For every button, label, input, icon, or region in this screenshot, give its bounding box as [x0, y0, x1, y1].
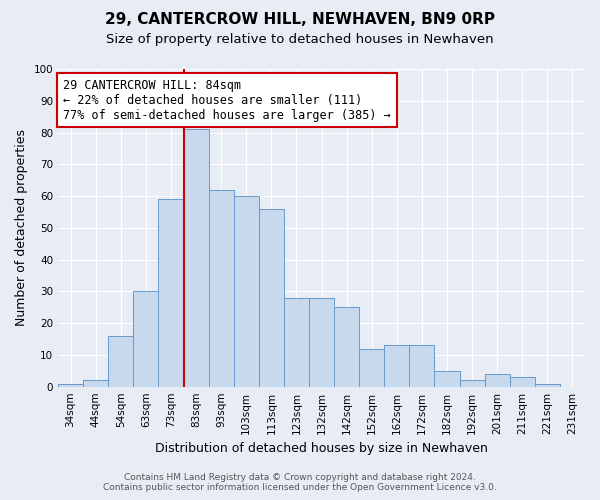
Y-axis label: Number of detached properties: Number of detached properties	[15, 130, 28, 326]
Bar	[58, 384, 83, 386]
Bar	[334, 308, 359, 386]
Bar	[535, 384, 560, 386]
Bar	[309, 298, 334, 386]
Bar	[133, 292, 158, 386]
Bar	[284, 298, 309, 386]
Bar	[83, 380, 108, 386]
Bar	[485, 374, 510, 386]
Bar	[108, 336, 133, 386]
X-axis label: Distribution of detached houses by size in Newhaven: Distribution of detached houses by size …	[155, 442, 488, 455]
Text: Size of property relative to detached houses in Newhaven: Size of property relative to detached ho…	[106, 32, 494, 46]
Bar	[259, 209, 284, 386]
Bar	[434, 371, 460, 386]
Bar	[384, 346, 409, 387]
Text: 29, CANTERCROW HILL, NEWHAVEN, BN9 0RP: 29, CANTERCROW HILL, NEWHAVEN, BN9 0RP	[105, 12, 495, 28]
Bar	[460, 380, 485, 386]
Bar	[158, 199, 184, 386]
Text: 29 CANTERCROW HILL: 84sqm
← 22% of detached houses are smaller (111)
77% of semi: 29 CANTERCROW HILL: 84sqm ← 22% of detac…	[64, 78, 391, 122]
Bar	[510, 377, 535, 386]
Bar	[209, 190, 233, 386]
Bar	[233, 196, 259, 386]
Text: Contains HM Land Registry data © Crown copyright and database right 2024.: Contains HM Land Registry data © Crown c…	[124, 474, 476, 482]
Text: Contains public sector information licensed under the Open Government Licence v3: Contains public sector information licen…	[103, 484, 497, 492]
Bar	[184, 130, 209, 386]
Bar	[359, 348, 384, 387]
Bar	[409, 346, 434, 387]
